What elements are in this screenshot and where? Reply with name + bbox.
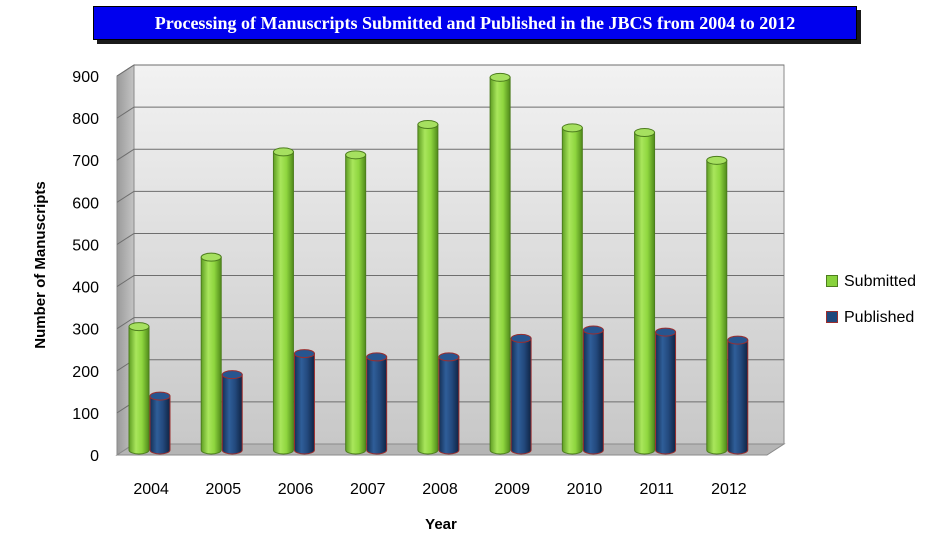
bar-cap-published	[366, 352, 388, 362]
y-tick-label: 100	[72, 406, 99, 423]
gridline	[116, 106, 784, 119]
bar-submitted	[706, 159, 728, 455]
legend-label-submitted: Submitted	[844, 273, 917, 290]
y-tick-label: 300	[72, 322, 99, 339]
legend-swatch-published	[826, 311, 838, 323]
y-tick-label: 400	[72, 280, 99, 297]
bar-cap-published	[221, 370, 243, 380]
bar-published	[727, 339, 749, 455]
bar-cap-published	[149, 391, 171, 401]
bar-submitted	[417, 124, 439, 455]
bar-submitted	[634, 132, 656, 455]
x-tick-label: 2010	[567, 481, 603, 498]
y-tick-label: 500	[72, 237, 99, 254]
bar-cap-published	[293, 349, 315, 359]
x-tick-label: 2009	[494, 481, 530, 498]
y-tick-label: 600	[72, 195, 99, 212]
bar-cap-submitted	[345, 150, 367, 160]
bar-submitted	[345, 154, 367, 455]
bar-cap-published	[510, 333, 532, 343]
bar-cap-published	[582, 325, 604, 335]
bar-submitted	[272, 151, 294, 455]
y-axis-label: Number of Manuscripts	[32, 181, 49, 349]
bar-cap-submitted	[200, 252, 222, 262]
x-tick-label: 2007	[350, 481, 386, 498]
x-tick-label: 2008	[422, 481, 458, 498]
bar-published	[582, 329, 604, 455]
bar-published	[366, 356, 388, 455]
bar-published	[221, 374, 243, 455]
bar-published	[149, 395, 171, 455]
bar-published	[655, 331, 677, 455]
bar-cap-submitted	[634, 128, 656, 138]
x-tick-label: 2005	[206, 481, 242, 498]
y-tick-label: 800	[72, 111, 99, 128]
x-tick-label: 2004	[133, 481, 169, 498]
bar-cap-published	[655, 327, 677, 337]
bar-published	[438, 356, 460, 455]
bar-submitted	[561, 127, 583, 455]
bar-submitted	[489, 76, 511, 455]
bar-cap-submitted	[489, 72, 511, 82]
x-tick-label: 2011	[639, 481, 674, 498]
legend-label-published: Published	[844, 309, 915, 326]
bar-published	[510, 337, 532, 455]
legend-swatch-submitted	[826, 275, 838, 287]
gridline	[116, 64, 784, 77]
x-axis-label: Year	[425, 516, 457, 533]
x-tick-label: 2006	[278, 481, 314, 498]
bar-cap-published	[438, 352, 460, 362]
x-tick-label: 2012	[711, 481, 747, 498]
legend-item-published: Published	[826, 308, 916, 328]
bar-cap-submitted	[128, 322, 150, 332]
y-tick-label: 900	[72, 69, 99, 86]
bar-submitted	[200, 256, 222, 455]
bar-submitted	[128, 326, 150, 455]
y-tick-label: 700	[72, 153, 99, 170]
bar-cap-submitted	[417, 120, 439, 130]
bar-published	[293, 353, 315, 455]
bar-cap-submitted	[706, 155, 728, 165]
bar-cap-submitted	[561, 123, 583, 133]
bar-cap-submitted	[272, 147, 294, 157]
y-tick-label: 200	[72, 364, 99, 381]
bar-cap-published	[727, 335, 749, 345]
legend: Submitted Published	[826, 272, 916, 344]
legend-item-submitted: Submitted	[826, 272, 916, 292]
y-tick-label: 0	[90, 448, 99, 465]
chart-title: Processing of Manuscripts Submitted and …	[93, 6, 857, 40]
